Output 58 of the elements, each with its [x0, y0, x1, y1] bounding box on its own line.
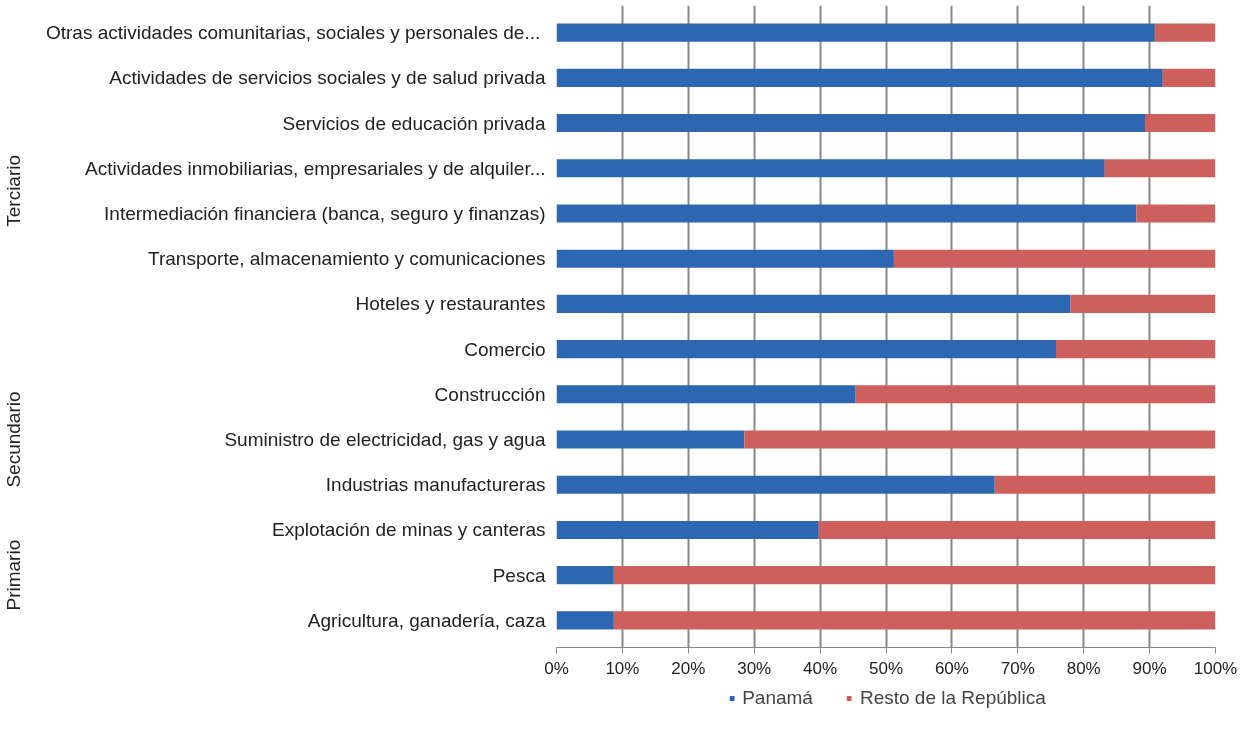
- bar: [1070, 294, 1216, 313]
- bar: [556, 294, 1071, 313]
- x-tick-label: 20%: [671, 658, 706, 678]
- bar: [994, 475, 1216, 494]
- bar: [556, 23, 1155, 42]
- y-tick-label: Intermediación financiera (banca, seguro y finanzas): [104, 202, 546, 224]
- bar: [556, 249, 894, 268]
- y-tick-label: Actividades de servicios sociales y de salud privada: [109, 67, 546, 89]
- x-tick-label: 30%: [737, 658, 772, 678]
- bar: [613, 566, 1216, 585]
- text: Primario: [3, 539, 25, 611]
- bar: [556, 430, 745, 449]
- bar: [556, 68, 1163, 87]
- x-tick-label: 60%: [934, 658, 969, 678]
- x-tick-label: 100%: [1193, 658, 1238, 678]
- bar: [613, 611, 1216, 630]
- bar: [556, 611, 614, 630]
- x-tick-label: 0%: [544, 658, 569, 678]
- x-tick-label: 70%: [1000, 658, 1035, 678]
- bar: [1144, 114, 1216, 133]
- bar: [1056, 340, 1216, 359]
- x-tick-label: 80%: [1066, 658, 1101, 678]
- bar: [744, 430, 1216, 449]
- y-tick-label: Industrias manufactureras: [325, 474, 546, 496]
- text: Secundario: [3, 391, 25, 488]
- x-tick-label: 90%: [1132, 658, 1167, 678]
- x-tick-label: 10%: [605, 658, 640, 678]
- y-tick-label: Suministro de electricidad, gas y agua: [224, 429, 546, 451]
- y-tick-label: Transporte, almacenamiento y comunicaciones: [148, 248, 546, 270]
- bar: [556, 204, 1137, 223]
- bar: [855, 385, 1216, 404]
- bar: [1104, 159, 1216, 178]
- bar: [556, 159, 1105, 178]
- legend-label: Resto de la República: [859, 687, 1046, 709]
- y-tick-label: Actividades inmobiliarias, empresariales y de alquiler...: [85, 157, 546, 179]
- legend-label: Panamá: [742, 687, 813, 709]
- y-tick-label: Agricultura, ganadería, caza: [307, 609, 546, 631]
- y-tick-label: Servicios de educación privada: [282, 112, 546, 134]
- y-tick-label: Comercio: [464, 338, 546, 360]
- bar: [556, 385, 856, 404]
- bar: [556, 475, 995, 494]
- y-tick-label: Explotación de minas y canteras: [271, 519, 546, 541]
- bar: [1162, 68, 1216, 87]
- y-tick-label: Pesca: [492, 564, 546, 586]
- y-tick-label: Construcción: [434, 383, 546, 405]
- x-tick-label: 50%: [868, 658, 904, 678]
- bar: [1136, 204, 1216, 223]
- text: Terciario: [3, 154, 25, 227]
- bar: [556, 520, 819, 539]
- x-tick-label: 40%: [803, 658, 838, 678]
- bar: [818, 520, 1216, 539]
- bar: [556, 340, 1057, 359]
- y-tick-label: Hoteles y restaurantes: [355, 293, 546, 315]
- bar: [1154, 23, 1216, 42]
- bar: [893, 249, 1216, 268]
- y-tick-label: Otras actividades comunitarias, sociales y personales de...: [45, 22, 541, 44]
- bar: [556, 114, 1145, 133]
- bar: [556, 566, 614, 585]
